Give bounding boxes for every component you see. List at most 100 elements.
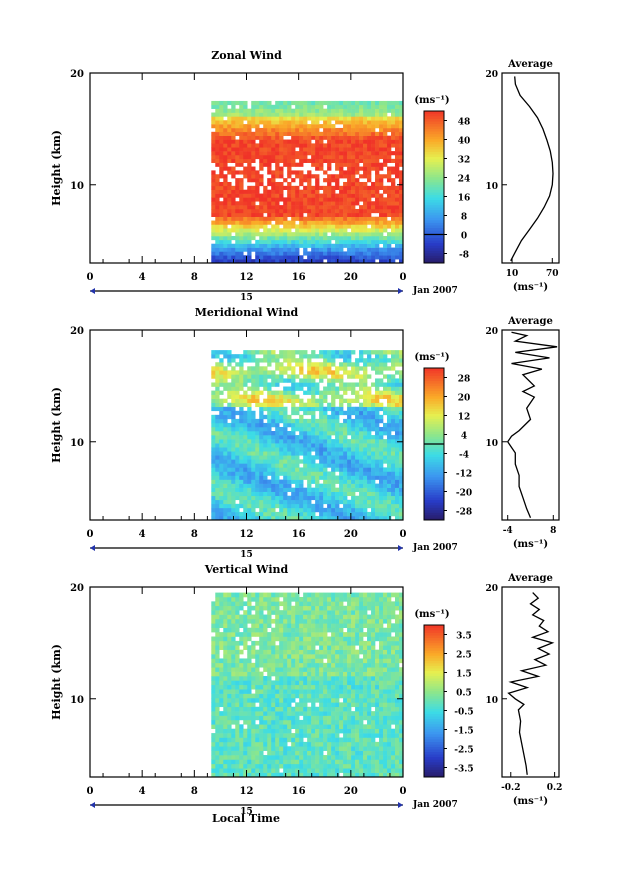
profile-x-tick-label: 8: [550, 526, 556, 536]
y-tick-label: 10: [70, 181, 84, 192]
date-label: 15: [240, 550, 253, 560]
x-tick-label: 16: [292, 786, 306, 797]
x-tick-label: 8: [191, 529, 198, 540]
colorbar-tick-label: 20: [458, 394, 471, 404]
x-tick-label: 20: [344, 529, 358, 540]
profile-frame: [501, 72, 560, 264]
colorbar-tick-label: -12: [456, 470, 472, 480]
y-tick-label: 10: [70, 438, 84, 449]
profile-frame: [501, 586, 560, 778]
colorbar-tick-label: -4: [459, 451, 469, 461]
y-tick-label: 20: [70, 326, 84, 337]
x-tick-label: 4: [139, 272, 146, 283]
colorbar-tick-label: 28: [458, 375, 471, 385]
profile-plot: Average 20 10 -0.2 0.2 (ms⁻¹): [485, 573, 562, 807]
colorbar-tick-label: 4: [461, 432, 467, 442]
x-tick-label: 0: [87, 529, 94, 540]
profile-y-tick-label: 10: [485, 696, 498, 706]
profile-plot: Average 20 10 10 70 (ms⁻¹): [485, 59, 560, 293]
date-suffix: Jan 2007: [412, 286, 458, 296]
profile-frame: [501, 329, 560, 521]
profile-plot: Average 20 10 -4 8(ms⁻¹): [485, 316, 560, 550]
colorbar-tick-label: 24: [458, 175, 471, 185]
x-tick-label: 4: [139, 529, 146, 540]
profile-y-tick-label: 20: [485, 70, 498, 80]
panel-1: Meridional Wind Height (km) 20 10 0 4 8 12 16 20 0…: [50, 306, 560, 560]
profile-x-tick-label: -4: [503, 526, 513, 536]
colorbar: 28 20 12 4 -4 -12 -20 -28 (ms⁻¹): [414, 352, 472, 521]
date-axis-start-marker: [90, 288, 95, 294]
x-tick-label: 0: [400, 529, 407, 540]
date-label: 15: [240, 807, 253, 817]
y-tick-label: 10: [70, 695, 84, 706]
colorbar-tick-label: -8: [459, 251, 469, 261]
date-axis-start-marker: [90, 802, 95, 808]
profile-y-tick-label: 20: [485, 327, 498, 337]
x-tick-label: 4: [139, 786, 146, 797]
colorbar-tick-label: -1.5: [454, 727, 473, 737]
x-tick-label: 0: [87, 786, 94, 797]
profile-line: [510, 76, 554, 262]
colorbar-tick-label: 2.5: [456, 651, 472, 661]
profile-unit-label: (ms⁻¹): [513, 282, 548, 293]
heatmap-cells: [211, 350, 404, 521]
date-axis-start-marker: [90, 545, 95, 551]
figure-xlabel: Local Time: [212, 812, 280, 825]
profile-x-tick-label: 0.2: [547, 783, 563, 793]
date-suffix: Jan 2007: [412, 543, 458, 553]
profile-line: [507, 592, 555, 775]
x-tick-label: 0: [400, 786, 407, 797]
x-tick-label: 0: [400, 272, 407, 283]
colorbar-tick-label: 1.5: [456, 670, 472, 680]
profile-title: Average: [507, 59, 553, 70]
chart-title: Vertical Wind: [204, 563, 289, 576]
colorbar-tick-label: 40: [458, 137, 471, 147]
x-tick-label: 0: [87, 272, 94, 283]
date-axis-end-marker: [398, 545, 403, 551]
colorbar-tick-label: -3.5: [454, 765, 473, 775]
colorbar-tick-label: 0: [461, 232, 467, 242]
profile-title: Average: [507, 316, 553, 327]
date-label: 15: [240, 293, 253, 303]
colorbar-frame: [423, 624, 445, 778]
colorbar-tick-label: -0.5: [454, 708, 473, 718]
colorbar-tick-label: -20: [456, 489, 472, 499]
profile-unit-label: (ms⁻¹): [513, 539, 548, 550]
profile-line: [506, 331, 558, 519]
y-tick-label: 20: [70, 69, 84, 80]
colorbar-tick-label: 32: [458, 156, 471, 166]
chart-title: Zonal Wind: [211, 49, 282, 62]
x-tick-label: 20: [344, 272, 358, 283]
y-axis-label: Height (km): [50, 387, 63, 463]
colorbar-unit-label: (ms⁻¹): [414, 609, 449, 620]
panel-0: Zonal Wind Height (km) 20 10 0 4 8 12 16 20 0 15 Jan…: [50, 49, 560, 303]
x-tick-label: 16: [292, 529, 306, 540]
colorbar: 48 40 32 24 16 8 0 -8 (ms⁻¹): [414, 95, 471, 264]
y-tick-label: 20: [70, 583, 84, 594]
x-tick-label: 12: [240, 272, 254, 283]
x-tick-label: 12: [240, 786, 254, 797]
x-tick-label: 20: [344, 786, 358, 797]
colorbar-tick-label: 3.5: [456, 632, 472, 642]
y-axis-label: Height (km): [50, 130, 63, 206]
panel-2: Vertical Wind Height (km) 20 10 0 4 8 12 16 20 0 15…: [50, 563, 562, 817]
profile-unit-label: (ms⁻¹): [513, 796, 548, 807]
profile-title: Average: [507, 573, 553, 584]
profile-y-tick-label: 10: [485, 182, 498, 192]
colorbar-unit-label: (ms⁻¹): [414, 95, 449, 106]
heatmap-cells: [211, 592, 404, 778]
colorbar-tick-label: 0.5: [456, 689, 472, 699]
colorbar-tick-label: 12: [458, 413, 471, 423]
colorbar-tick-label: 8: [461, 213, 467, 223]
colorbar: 3.5 2.5 1.5 0.5 -0.5 -1.5 -2.5 -3.5 (ms⁻¹): [414, 609, 474, 778]
x-tick-label: 8: [191, 786, 198, 797]
y-axis-label: Height (km): [50, 644, 63, 720]
x-tick-label: 16: [292, 272, 306, 283]
date-axis-end-marker: [398, 802, 403, 808]
colorbar-unit-label: (ms⁻¹): [414, 352, 449, 363]
heatmap-cells: [211, 100, 404, 264]
profile-y-tick-label: 20: [485, 584, 498, 594]
x-tick-label: 8: [191, 272, 198, 283]
x-tick-label: 12: [240, 529, 254, 540]
profile-x-tick-label: -0.2: [501, 783, 520, 793]
